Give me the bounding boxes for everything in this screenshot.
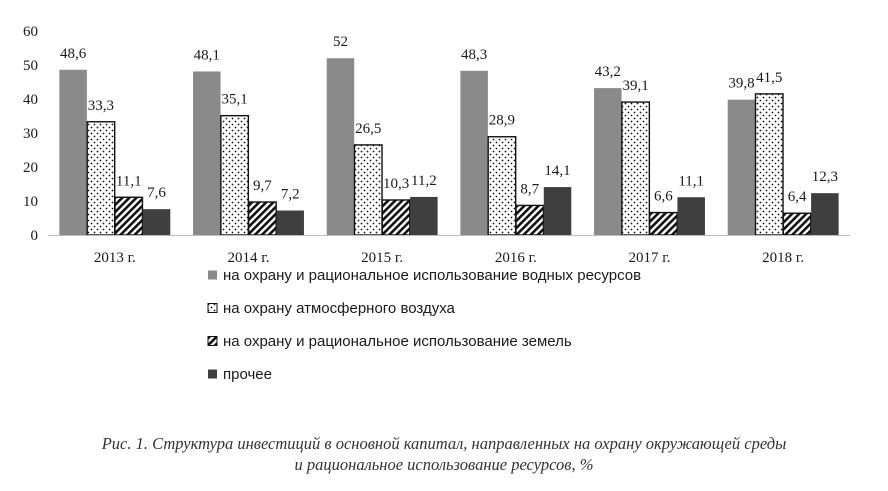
bar-value-label: 7,6 <box>147 185 166 201</box>
bar-series-2 <box>220 114 250 236</box>
bar-value-label: 48,3 <box>461 47 487 63</box>
y-tick-label: 60 <box>23 24 38 40</box>
bar-series-2 <box>754 93 784 236</box>
bar-value-label: 9,7 <box>253 178 272 194</box>
legend-swatch-series-1 <box>208 270 217 280</box>
figure-caption-line-1: Рис. 1. Структура инвестиций в основной … <box>101 434 787 453</box>
bar-series-4 <box>410 196 438 235</box>
x-category-label: 2018 г. <box>762 250 804 266</box>
bar-value-label: 41,5 <box>756 70 782 86</box>
bar-series-1 <box>460 70 488 235</box>
bar-value-label: 48,6 <box>60 46 87 62</box>
bar-series-4 <box>276 210 304 235</box>
bar-value-label: 33,3 <box>88 98 114 114</box>
y-tick-label: 30 <box>23 126 38 142</box>
y-tick-label: 20 <box>23 160 38 176</box>
value-labels: 48,6 48,1 52 48,3 43,2 39,8 33,3 35,1 26,5 28,9 39… <box>60 34 838 205</box>
bar-value-label: 6,4 <box>788 189 807 205</box>
bar-series-1 <box>59 69 87 235</box>
x-category-label: 2013 г. <box>94 250 136 266</box>
bar-series-3 <box>247 201 277 236</box>
bar-series-3 <box>114 196 144 236</box>
y-tick-label: 40 <box>23 92 38 108</box>
x-category-label: 2015 г. <box>361 250 403 266</box>
bar-value-label: 11,1 <box>116 173 142 189</box>
bar-value-label: 7,2 <box>281 187 300 203</box>
bar-series-4 <box>677 197 705 235</box>
legend-swatch-series-2 <box>207 303 218 313</box>
x-category-label: 2016 г. <box>495 250 537 266</box>
y-tick-label: 10 <box>23 194 38 210</box>
y-tick-label: 0 <box>31 228 39 244</box>
y-axis: 0 10 20 30 40 50 60 <box>23 24 38 244</box>
investment-structure-chart: 0 10 20 30 40 50 60 48,6 48,1 52 48,3 43,2 39,8 33,3… <box>23 24 850 383</box>
legend-label-series-3: на охрану и рациональное использование з… <box>223 333 572 350</box>
bar-series-1 <box>326 58 355 236</box>
legend-swatch-series-4 <box>208 369 217 379</box>
bar-value-label: 11,1 <box>678 173 704 189</box>
bar-value-label: 39,1 <box>622 78 648 94</box>
bar-series-1 <box>193 71 221 236</box>
bar-value-label: 52 <box>333 34 348 50</box>
bar-series-4 <box>543 187 572 235</box>
legend: на охрану и рациональное использование в… <box>207 267 641 383</box>
y-tick-label: 50 <box>23 58 38 74</box>
bar-value-label: 35,1 <box>221 92 247 108</box>
bar-series-1 <box>727 99 756 236</box>
bar-value-label: 11,2 <box>411 173 437 189</box>
bar-series-4 <box>811 193 839 235</box>
bar-value-label: 39,8 <box>728 76 754 92</box>
figure-caption-line-2: и рациональное использование ресурсов, % <box>294 455 594 474</box>
bar-series-2 <box>86 121 116 236</box>
x-axis: 2013 г. 2014 г. 2015 г. 2016 г. 2017 г. 2018 … <box>48 235 850 266</box>
bar-series-3 <box>381 199 411 236</box>
bar-value-label: 26,5 <box>355 121 381 137</box>
bar-value-label: 43,2 <box>595 64 621 80</box>
bar-series-3 <box>515 204 545 236</box>
legend-label-series-4: прочее <box>223 366 272 383</box>
bar-series-4 <box>142 209 171 235</box>
legend-label-series-1: на охрану и рациональное использование в… <box>223 267 641 284</box>
bar-value-label: 28,9 <box>489 113 515 129</box>
bar-value-label: 10,3 <box>383 176 409 192</box>
legend-label-series-2: на охрану атмосферного воздуха <box>223 300 456 317</box>
legend-swatch-series-3 <box>207 336 218 346</box>
bar-series-3 <box>782 212 812 236</box>
bar-series-2 <box>487 136 517 236</box>
x-category-label: 2017 г. <box>629 250 671 266</box>
bar-value-label: 14,1 <box>544 163 570 179</box>
bar-value-label: 12,3 <box>812 169 838 185</box>
bar-series-3 <box>648 211 678 236</box>
bar-series-1 <box>594 88 622 236</box>
bar-value-label: 6,6 <box>654 189 673 205</box>
bars <box>59 58 839 236</box>
bar-value-label: 48,1 <box>194 47 220 63</box>
bar-value-label: 8,7 <box>520 181 539 197</box>
bar-series-2 <box>353 144 383 236</box>
x-category-label: 2014 г. <box>228 250 270 266</box>
bar-series-2 <box>621 101 651 236</box>
